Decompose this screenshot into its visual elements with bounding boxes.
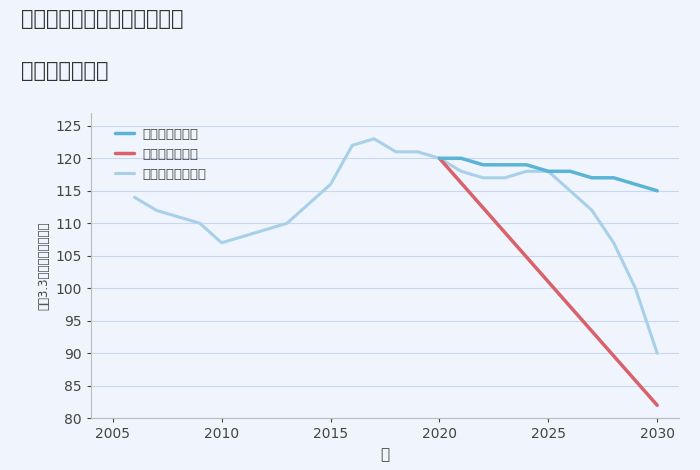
グッドシナリオ	[479, 162, 487, 168]
ノーマルシナリオ	[174, 214, 182, 219]
ノーマルシナリオ	[522, 168, 531, 174]
ノーマルシナリオ	[414, 149, 422, 155]
ノーマルシナリオ	[304, 201, 313, 207]
ノーマルシナリオ	[130, 195, 139, 200]
ノーマルシナリオ	[261, 227, 270, 233]
Y-axis label: 坪（3.3㎡）単価（万円）: 坪（3.3㎡）単価（万円）	[37, 221, 50, 310]
ノーマルシナリオ	[196, 220, 204, 226]
ノーマルシナリオ	[566, 188, 574, 194]
ノーマルシナリオ	[479, 175, 487, 180]
ノーマルシナリオ	[500, 175, 509, 180]
ノーマルシナリオ	[457, 168, 466, 174]
ノーマルシナリオ	[435, 156, 444, 161]
ノーマルシナリオ	[239, 234, 248, 239]
Text: 土地の価格推移: 土地の価格推移	[21, 61, 108, 81]
X-axis label: 年: 年	[380, 447, 390, 462]
ノーマルシナリオ	[653, 351, 662, 356]
ノーマルシナリオ	[348, 142, 356, 148]
グッドシナリオ	[566, 168, 574, 174]
グッドシナリオ	[544, 168, 552, 174]
Line: グッドシナリオ: グッドシナリオ	[440, 158, 657, 191]
グッドシナリオ	[631, 181, 640, 187]
グッドシナリオ	[435, 156, 444, 161]
グッドシナリオ	[457, 156, 466, 161]
ノーマルシナリオ	[392, 149, 400, 155]
グッドシナリオ	[610, 175, 618, 180]
Line: ノーマルシナリオ: ノーマルシナリオ	[134, 139, 657, 353]
グッドシナリオ	[522, 162, 531, 168]
ノーマルシナリオ	[610, 240, 618, 246]
ノーマルシナリオ	[283, 220, 291, 226]
グッドシナリオ	[653, 188, 662, 194]
ノーマルシナリオ	[370, 136, 378, 141]
ノーマルシナリオ	[326, 181, 335, 187]
ノーマルシナリオ	[544, 168, 552, 174]
グッドシナリオ	[500, 162, 509, 168]
ノーマルシナリオ	[631, 285, 640, 291]
Legend: グッドシナリオ, バッドシナリオ, ノーマルシナリオ: グッドシナリオ, バッドシナリオ, ノーマルシナリオ	[109, 123, 211, 187]
ノーマルシナリオ	[218, 240, 226, 246]
ノーマルシナリオ	[588, 207, 596, 213]
グッドシナリオ	[588, 175, 596, 180]
ノーマルシナリオ	[152, 207, 160, 213]
Text: 兵庫県西宮市甲子園一番町の: 兵庫県西宮市甲子園一番町の	[21, 9, 183, 30]
